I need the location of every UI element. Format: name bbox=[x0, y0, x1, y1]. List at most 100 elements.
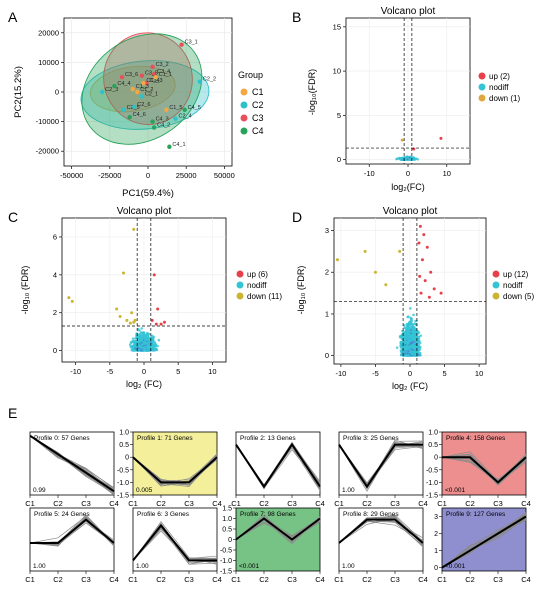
profile-x-tick-label: C1 bbox=[437, 499, 447, 508]
volcano-nodiff-point bbox=[418, 346, 422, 349]
pca-x-tick-label: 0 bbox=[146, 171, 150, 180]
volcano-nodiff-point bbox=[142, 331, 146, 334]
volcano-sig-point bbox=[432, 287, 436, 291]
pca-plot: C3_1 C3_2C3_4 C3_6 C3_5C3_3C1_1C1_4C1_3C1_2… bbox=[13, 17, 264, 199]
pca-y-tick-label: 0 bbox=[55, 88, 59, 97]
profile-x-tick-label: C1 bbox=[128, 499, 138, 508]
volcano-nodiff-point bbox=[136, 346, 139, 349]
volcano-x-tick-label: 5 bbox=[176, 367, 180, 376]
pca-point-label: C2_1 bbox=[145, 91, 158, 97]
volcano-b-title: Volcano plot bbox=[381, 6, 436, 17]
pca-point-label: C3_3 bbox=[149, 78, 162, 84]
volcano-nodiff-point bbox=[416, 330, 420, 334]
volcano-nodiff-point bbox=[130, 340, 133, 344]
profile-x-tick-label: C4 bbox=[521, 575, 531, 584]
volcano-nodiff-point bbox=[402, 343, 405, 346]
profile-x-tick-label: C2 bbox=[465, 499, 475, 508]
profile-x-tick-label: C2 bbox=[53, 575, 63, 584]
volcano-nodiff-point bbox=[156, 344, 159, 348]
volcano-nodiff-point bbox=[408, 335, 412, 339]
pca-point-label: C1_2 bbox=[140, 87, 153, 93]
volcano-x-tick-label: 0 bbox=[142, 367, 146, 376]
panel-label-d: D bbox=[292, 209, 302, 225]
pca-ellipse-c4 bbox=[81, 33, 203, 145]
volcano-nodiff-point bbox=[151, 339, 155, 342]
volcano-sig-point bbox=[384, 283, 388, 287]
volcano-nodiff-point bbox=[414, 354, 418, 357]
volcano-nodiff-point bbox=[410, 342, 413, 345]
profile-x-tick-label: C2 bbox=[362, 575, 372, 584]
volcano-legend-entry: nodiff bbox=[489, 83, 509, 92]
pca-point-label: C4_6 bbox=[133, 112, 146, 118]
volcano-sig-point bbox=[154, 322, 158, 326]
volcano-sig-point bbox=[398, 249, 402, 253]
volcano-plot-c: -10 -5 0 5 10 0 2 4 6 Volcano plot log₂ (FC) -l… bbox=[20, 206, 282, 389]
volcano-legend-entry: down (11) bbox=[247, 292, 282, 301]
pca-point-label: C2_4 bbox=[178, 114, 191, 120]
volcano-nodiff-point bbox=[409, 350, 413, 354]
profile-title: Profile 8: 29 Genes bbox=[343, 511, 399, 518]
pca-point-label: C3_6 bbox=[125, 72, 138, 78]
volcano-y-tick-label: 1 bbox=[325, 309, 329, 318]
volcano-nodiff-point bbox=[401, 334, 404, 338]
volcano-x-tick-label: 0 bbox=[406, 169, 410, 178]
pca-point-label: C1_4 bbox=[146, 78, 159, 84]
volcano-y-tick-label: 6 bbox=[53, 232, 57, 241]
volcano-nodiff-point bbox=[413, 336, 417, 339]
volcano-nodiff-point bbox=[157, 338, 161, 342]
pca-point-c2_4 bbox=[173, 116, 178, 121]
profile-7: Profile 7: 98 Genes <0.001 1.5 1.0 0.5 0 -0.5 -… bbox=[220, 506, 325, 585]
profile-y-tick-label: -1.0 bbox=[117, 480, 129, 487]
volcano-sig-point bbox=[427, 295, 431, 299]
pca-point-c1_4 bbox=[141, 80, 146, 86]
volcano-nodiff-point bbox=[417, 336, 421, 339]
profile-pvalue: <0.001 bbox=[445, 487, 465, 494]
volcano-nodiff-point bbox=[409, 318, 413, 321]
pca-point-label: C3_2 bbox=[156, 62, 169, 68]
pca-legend-swatch bbox=[240, 127, 248, 135]
volcano-nodiff-point bbox=[410, 336, 414, 340]
volcano-x-tick-label: 0 bbox=[408, 369, 412, 378]
volcano-b-y-axis-label: -log₁₀(FDR) bbox=[307, 69, 317, 115]
profile-3: Profile 3: 25 Genes 1.00 C1 C2 C3 C4 bbox=[334, 431, 428, 508]
profile-6: Profile 6: 3 Genes 1.00 C1 C2 C3 C4 bbox=[128, 507, 222, 584]
volcano-nodiff-point bbox=[147, 338, 151, 342]
profile-y-tick-label: -0.5 bbox=[117, 467, 129, 474]
profile-pvalue: 1.00 bbox=[342, 563, 355, 570]
volcano-sig-point bbox=[417, 241, 421, 245]
pca-point-c1_3 bbox=[130, 86, 135, 92]
profile-y-tick-label: 0.5 bbox=[119, 442, 129, 449]
volcano-nodiff-point bbox=[412, 350, 415, 353]
volcano-nodiff-point bbox=[140, 346, 143, 350]
pca-point-c3_2 bbox=[150, 64, 155, 70]
volcano-legend-entry: nodiff bbox=[247, 281, 267, 290]
pca-point-c1_2 bbox=[135, 89, 140, 95]
profile-pvalue: <0.001 bbox=[239, 563, 259, 570]
profile-y-tick-label: 1.0 bbox=[428, 430, 438, 437]
volcano-y-tick-label: 0 bbox=[337, 155, 341, 164]
pca-y-tick-label: 10000 bbox=[38, 58, 59, 67]
volcano-nodiff-point bbox=[410, 345, 413, 348]
volcano-sig-point bbox=[152, 273, 156, 277]
volcano-nodiff-point bbox=[406, 324, 410, 327]
pca-point-c3_3 bbox=[144, 80, 149, 86]
profile-plot-area bbox=[441, 431, 527, 496]
volcano-nodiff-point bbox=[414, 333, 417, 336]
volcano-nodiff-point bbox=[136, 340, 140, 344]
volcano-nodiff-point bbox=[405, 326, 409, 330]
volcano-nodiff-point bbox=[417, 354, 420, 357]
volcano-x-tick-label: -10 bbox=[364, 169, 375, 178]
volcano-sig-point bbox=[122, 271, 125, 275]
volcano-nodiff-point bbox=[408, 156, 411, 159]
profile-x-tick-label: C3 bbox=[493, 575, 503, 584]
volcano-nodiff-point bbox=[399, 349, 403, 352]
profile-x-tick-label: C3 bbox=[493, 499, 503, 508]
volcano-sig-point bbox=[115, 307, 119, 311]
volcano-nodiff-point bbox=[137, 343, 141, 347]
profile-0: Profile 0: 57 Genes 0.99 C1 C2 C3 C4 bbox=[25, 431, 119, 508]
profile-x-tick-label: C1 bbox=[231, 575, 241, 584]
volcano-nodiff-point bbox=[417, 343, 421, 347]
profile-x-tick-label: C4 bbox=[521, 499, 531, 508]
volcano-sig-point bbox=[67, 296, 71, 300]
